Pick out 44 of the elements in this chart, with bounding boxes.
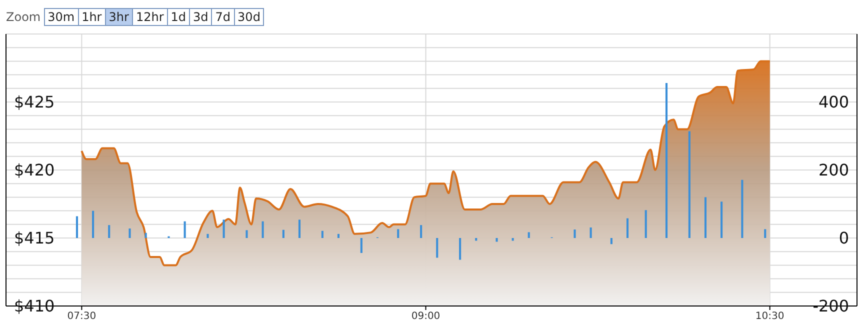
bar bbox=[704, 197, 707, 238]
bar bbox=[282, 230, 284, 238]
bar bbox=[76, 216, 78, 238]
bar bbox=[92, 210, 94, 238]
y2-tick-label: 0 bbox=[838, 228, 849, 248]
bar bbox=[420, 225, 422, 238]
bar bbox=[298, 220, 301, 238]
y-tick-label: $425 bbox=[14, 92, 55, 112]
x-tick-label: 10:30 bbox=[755, 311, 784, 322]
y2-tick-label: 200 bbox=[818, 160, 849, 180]
y-tick-label: $415 bbox=[14, 228, 55, 248]
bar bbox=[720, 202, 723, 238]
bar bbox=[222, 220, 225, 238]
bar bbox=[741, 180, 744, 238]
bar bbox=[496, 238, 498, 242]
bar bbox=[610, 238, 612, 244]
bar bbox=[360, 238, 362, 253]
bar bbox=[184, 221, 186, 238]
bar bbox=[644, 210, 647, 238]
bar bbox=[665, 82, 668, 238]
bar bbox=[574, 230, 576, 238]
bar bbox=[626, 218, 629, 238]
bar bbox=[246, 230, 248, 238]
bar bbox=[590, 227, 592, 238]
bar bbox=[337, 234, 340, 238]
zoom-toolbar: Zoom 30m 1hr 3hr 12hr 1d 3d 7d 30d bbox=[6, 8, 264, 26]
bar bbox=[144, 232, 147, 238]
bar bbox=[436, 238, 438, 258]
bar bbox=[475, 238, 478, 241]
bar bbox=[262, 221, 264, 238]
bar bbox=[206, 234, 209, 238]
bar bbox=[108, 225, 110, 238]
bar bbox=[688, 131, 690, 238]
y-tick-label: $420 bbox=[14, 160, 55, 180]
bar bbox=[764, 229, 766, 238]
y2-tick-label: 400 bbox=[818, 92, 849, 112]
bar bbox=[528, 232, 530, 238]
bar bbox=[512, 238, 514, 241]
bar bbox=[397, 229, 400, 238]
x-tick-label: 07:30 bbox=[67, 311, 96, 322]
bar bbox=[321, 230, 324, 238]
bar bbox=[128, 228, 131, 238]
bar bbox=[459, 238, 462, 260]
x-tick-label: 09:00 bbox=[411, 311, 440, 322]
